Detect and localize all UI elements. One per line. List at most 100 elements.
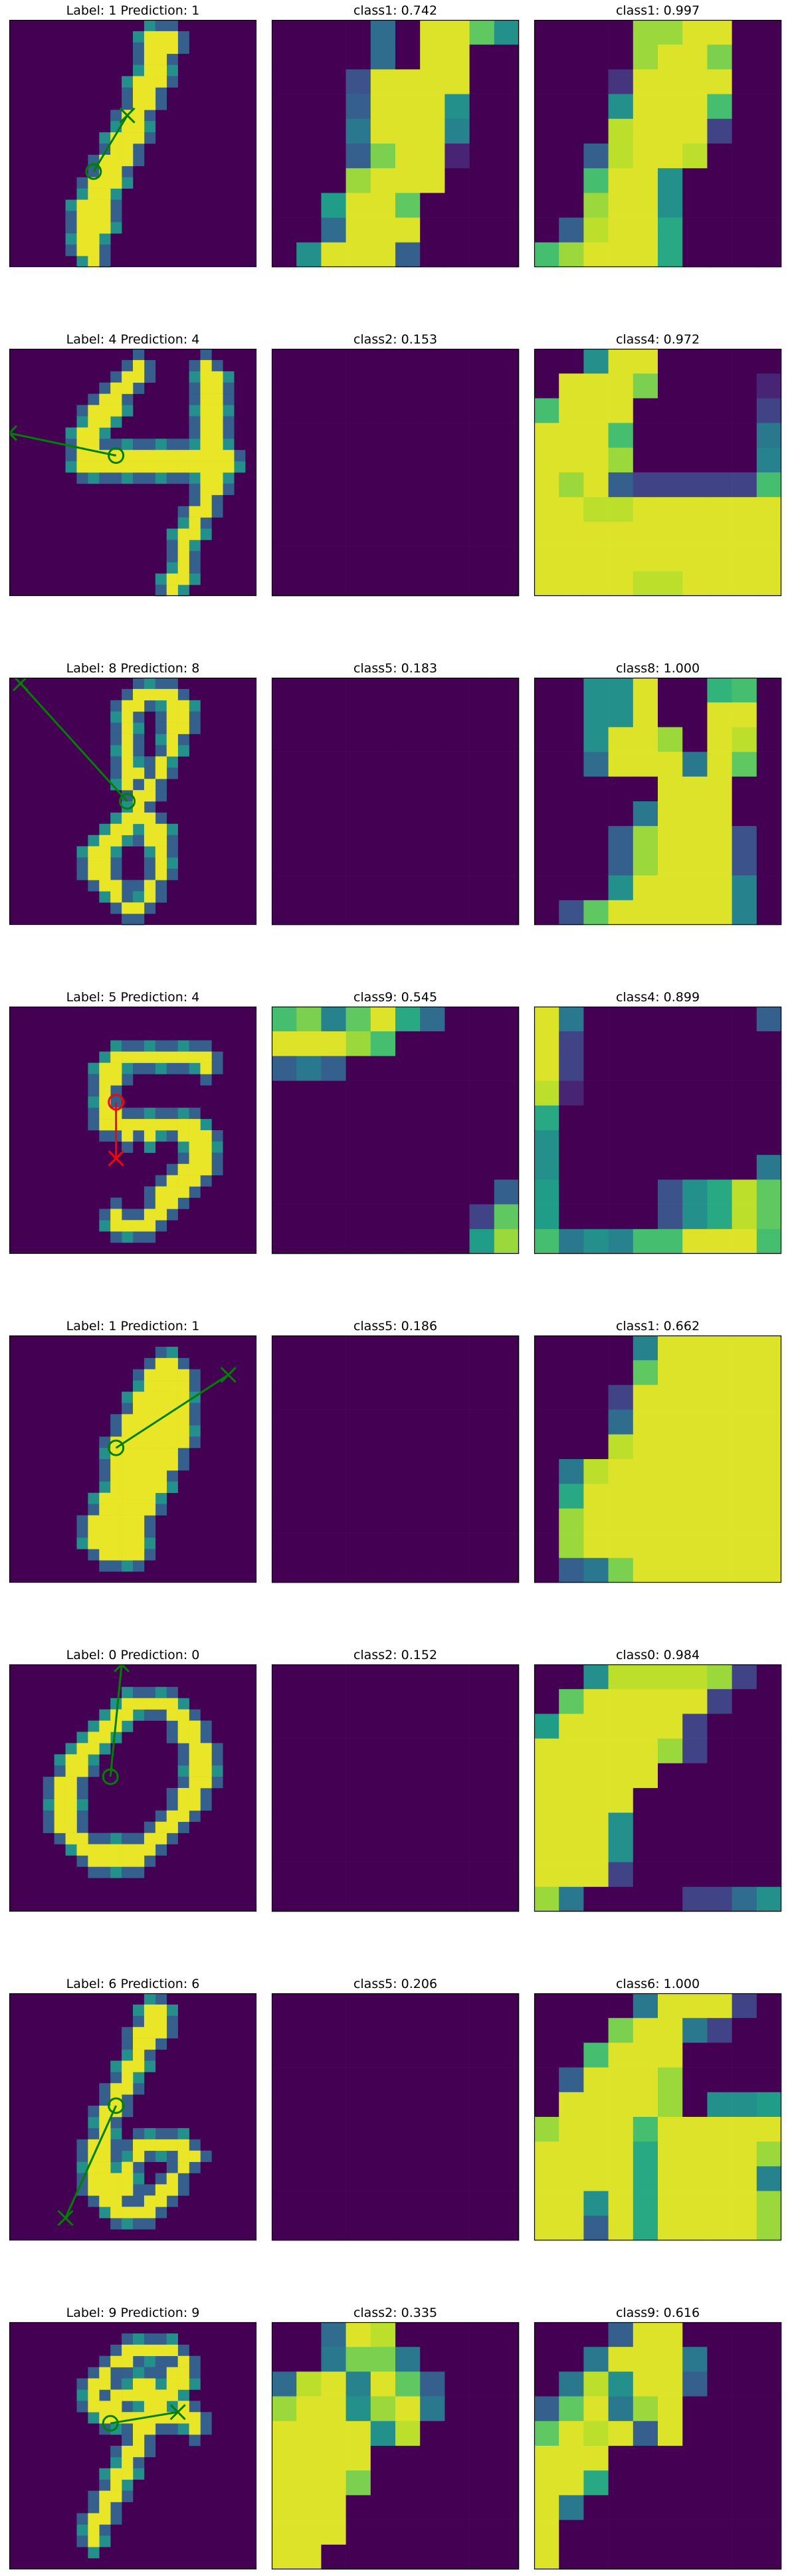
digit-edge-pixel	[177, 2184, 189, 2196]
heatmap-cell	[559, 168, 584, 193]
heatmap-cell	[732, 2495, 757, 2520]
digit-edge-pixel	[76, 2389, 88, 2401]
digit-pixel	[155, 1357, 167, 1370]
heatmap-cell	[444, 702, 470, 728]
heatmap-cell	[296, 1130, 322, 1155]
digit-edge-pixel	[122, 880, 134, 892]
digit-edge-pixel	[166, 1040, 178, 1052]
heatmap-cell	[395, 2371, 421, 2397]
digit-pixel	[189, 1732, 201, 1743]
digit-pixel	[99, 868, 111, 880]
heatmap-cell	[370, 373, 396, 399]
heatmap-cell	[346, 144, 371, 169]
digit-image	[9, 1993, 256, 2240]
digit-pixel	[177, 1437, 189, 1448]
heatmap-cell	[272, 1837, 297, 1862]
digit-pixel	[155, 1425, 167, 1437]
heatmap-cell	[608, 546, 634, 572]
heatmap-cell	[494, 1105, 520, 1131]
heatmap-cell	[321, 1385, 346, 1410]
heatmap-cell	[633, 2421, 658, 2446]
digit-pixel	[166, 1175, 178, 1187]
heatmap-cell	[444, 168, 470, 193]
digit-pixel	[155, 2004, 167, 2017]
digit-pixel	[76, 199, 88, 211]
heatmap-cell	[321, 2117, 346, 2142]
digit-pixel	[189, 1743, 201, 1755]
heatmap-cell	[296, 1105, 322, 1131]
digit-edge-pixel	[99, 2524, 111, 2536]
digit-edge-pixel	[99, 2479, 111, 2491]
heatmap-cell	[469, 497, 495, 522]
heatmap-cell	[534, 1130, 559, 1155]
heatmap-cell	[658, 242, 683, 268]
digit-edge-pixel	[133, 349, 145, 361]
digit-pixel	[155, 1470, 167, 1482]
heatmap-cell	[534, 349, 559, 374]
heatmap-cell	[633, 2215, 658, 2241]
heatmap-cell	[346, 20, 371, 45]
digit-edge-pixel	[177, 1777, 189, 1789]
heatmap-cell	[469, 1385, 495, 1410]
digit-pixel	[122, 1448, 134, 1460]
class-map-b-frame	[534, 1993, 782, 2241]
digit-pixel	[200, 1152, 212, 1165]
digit-edge-pixel	[110, 846, 122, 858]
heatmap-cell	[395, 1229, 421, 1254]
heatmap-cell	[370, 678, 396, 703]
digit-edge-pixel	[166, 823, 178, 836]
heatmap-cell	[559, 217, 584, 243]
digit-edge-pixel	[189, 1810, 201, 1823]
digit-edge-pixel	[88, 2128, 100, 2140]
heatmap-cell	[272, 2191, 297, 2217]
digit-edge-pixel	[99, 439, 111, 450]
digit-pixel	[99, 1537, 111, 1549]
class-map-b-title: class4: 0.972	[616, 332, 700, 347]
heatmap-cell	[707, 349, 732, 374]
digit-pixel	[166, 1357, 178, 1370]
heatmap-cell	[296, 1409, 322, 1435]
heatmap-cell	[658, 2396, 683, 2422]
heatmap-cell	[346, 2141, 371, 2167]
heatmap-cell	[633, 1360, 658, 1385]
digit-pixel	[189, 1720, 201, 1732]
digit-pixel	[155, 2027, 167, 2038]
heatmap-cell	[658, 423, 683, 448]
heatmap-cell	[559, 2141, 584, 2167]
digit-edge-pixel	[122, 835, 134, 846]
digit-edge-pixel	[144, 756, 156, 768]
cross-marker	[9, 425, 18, 441]
heatmap-cell	[707, 1360, 732, 1385]
digit-edge-pixel	[110, 1414, 122, 1426]
heatmap-cell	[469, 2520, 495, 2545]
heatmap-cell	[707, 1664, 732, 1690]
digit-edge-pixel	[88, 880, 100, 892]
heatmap-cell	[682, 193, 708, 218]
heatmap-cell	[658, 1886, 683, 1912]
heatmap-cell	[658, 168, 683, 193]
digit-edge-pixel	[88, 1549, 100, 1561]
heatmap-cell	[559, 1179, 584, 1205]
heatmap-cell	[370, 1056, 396, 1081]
digit-pixel	[122, 767, 134, 779]
digit-edge-pixel	[76, 1515, 88, 1527]
heatmap-cell	[707, 20, 732, 45]
heatmap-cell	[321, 826, 346, 851]
heatmap-cell	[658, 1837, 683, 1862]
heatmap-cell	[756, 193, 782, 218]
digit-pixel	[99, 1526, 111, 1538]
heatmap-cell	[272, 1508, 297, 1534]
heatmap-cell	[296, 242, 322, 268]
digit-edge-pixel	[76, 2161, 88, 2173]
heatmap-cell	[321, 472, 346, 498]
heatmap-cell	[732, 447, 757, 473]
class-map-a-title: class9: 0.545	[353, 990, 437, 1005]
heatmap-cell	[272, 1434, 297, 1460]
digit-pixel	[88, 2184, 100, 2196]
heatmap-cell	[633, 497, 658, 522]
digit-pixel	[110, 132, 122, 144]
digit-pixel	[88, 1743, 100, 1755]
heatmap-cell	[494, 1031, 520, 1056]
heatmap-cell	[559, 398, 584, 423]
circle-marker	[108, 1439, 125, 1456]
